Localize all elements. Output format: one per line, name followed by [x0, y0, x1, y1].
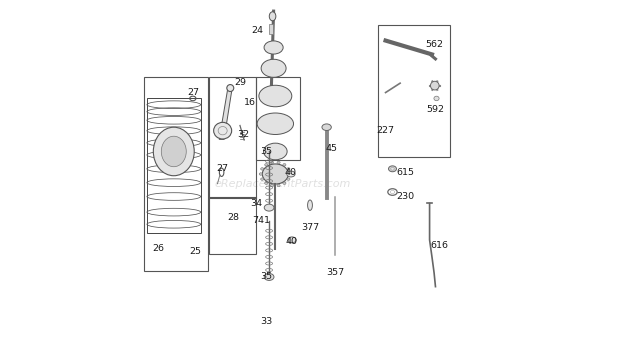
Ellipse shape [264, 41, 283, 54]
Ellipse shape [288, 237, 296, 243]
Ellipse shape [322, 124, 331, 130]
Bar [210, 197, 256, 254]
Ellipse shape [264, 204, 274, 211]
Ellipse shape [283, 164, 286, 166]
Text: 616: 616 [430, 240, 448, 250]
Text: 28: 28 [227, 213, 239, 222]
Text: 27: 27 [187, 88, 199, 97]
Text: 16: 16 [244, 98, 257, 108]
Ellipse shape [389, 166, 396, 172]
Ellipse shape [283, 182, 286, 184]
Ellipse shape [308, 200, 312, 211]
Text: 615: 615 [396, 168, 414, 177]
Text: 45: 45 [326, 143, 337, 152]
Text: 35: 35 [260, 272, 273, 281]
Text: 34: 34 [250, 199, 262, 208]
Text: 40: 40 [285, 168, 297, 177]
Ellipse shape [227, 85, 234, 92]
Ellipse shape [161, 136, 186, 167]
Ellipse shape [257, 113, 293, 134]
Ellipse shape [270, 184, 273, 187]
Ellipse shape [434, 96, 439, 101]
Ellipse shape [430, 81, 439, 90]
Text: 35: 35 [260, 147, 273, 156]
Ellipse shape [269, 12, 276, 21]
Ellipse shape [260, 168, 264, 170]
Polygon shape [219, 88, 232, 139]
Ellipse shape [153, 127, 194, 176]
Text: 33: 33 [260, 317, 273, 326]
Bar [256, 77, 299, 160]
Ellipse shape [265, 182, 268, 184]
Ellipse shape [259, 173, 262, 175]
Text: 562: 562 [425, 40, 443, 48]
Bar [270, 24, 273, 34]
Ellipse shape [259, 85, 292, 107]
Ellipse shape [260, 178, 264, 180]
Ellipse shape [264, 143, 287, 160]
Bar [144, 77, 208, 271]
Text: 29: 29 [234, 78, 246, 87]
Text: 24: 24 [251, 26, 264, 35]
Ellipse shape [264, 274, 274, 280]
Text: 40: 40 [286, 237, 298, 246]
Ellipse shape [270, 161, 273, 164]
Ellipse shape [287, 171, 295, 177]
Text: 32: 32 [237, 130, 249, 139]
Text: 27: 27 [216, 164, 229, 173]
Ellipse shape [277, 184, 280, 187]
Ellipse shape [287, 178, 290, 180]
Text: 741: 741 [252, 216, 270, 225]
Ellipse shape [391, 167, 394, 170]
Text: eReplacementParts.com: eReplacementParts.com [214, 180, 350, 189]
Text: 230: 230 [396, 192, 414, 201]
Text: 25: 25 [189, 247, 201, 256]
Bar [378, 25, 450, 157]
Text: 357: 357 [326, 268, 344, 277]
Ellipse shape [261, 59, 286, 77]
Text: 592: 592 [427, 105, 445, 114]
Ellipse shape [287, 168, 290, 170]
Text: 227: 227 [376, 126, 394, 135]
Ellipse shape [277, 161, 280, 164]
Ellipse shape [214, 122, 232, 139]
Text: 377: 377 [302, 223, 320, 232]
Ellipse shape [288, 173, 291, 175]
Ellipse shape [262, 164, 288, 184]
Bar [210, 77, 256, 198]
Text: 26: 26 [152, 244, 164, 253]
Ellipse shape [265, 164, 268, 166]
